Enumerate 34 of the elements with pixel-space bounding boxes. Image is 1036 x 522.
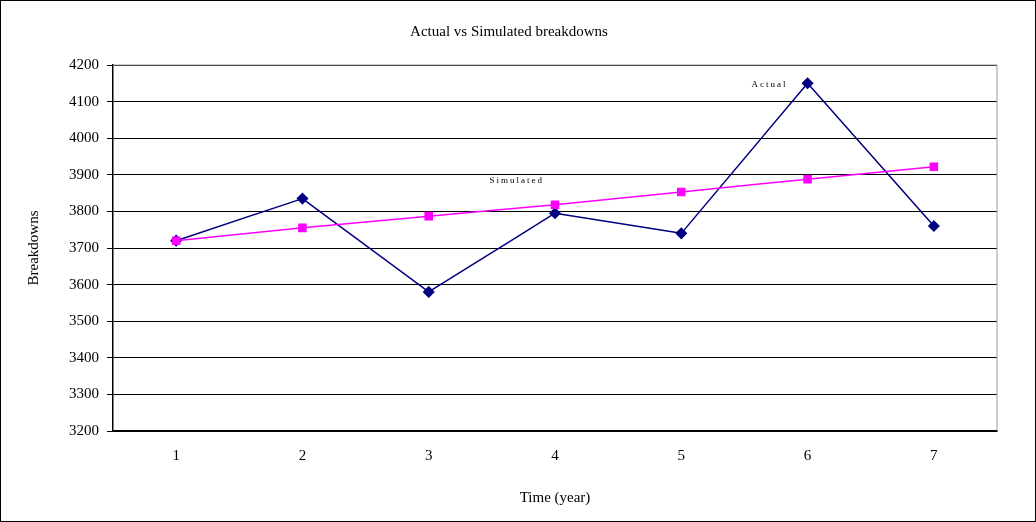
point [929, 162, 939, 172]
y-axis-title: Breakdowns [24, 210, 41, 286]
series-label: Actual [751, 79, 788, 90]
y-tick-label: 4100 [69, 92, 99, 109]
point [928, 220, 940, 232]
y-tick-label: 3700 [69, 238, 99, 255]
point [550, 200, 560, 210]
point [298, 223, 307, 233]
y-tick-label: 3300 [69, 385, 99, 402]
series-label: Simulated [489, 175, 545, 186]
y-tick-label: 3600 [69, 275, 99, 292]
y-tick-label: 3200 [69, 421, 99, 438]
y-tick-label: 3900 [69, 165, 99, 182]
x-axis-title: Time (year) [519, 488, 591, 506]
point [675, 227, 688, 240]
y-tick-label: 4000 [69, 129, 99, 146]
chart-title: Actual vs Simulated breakdowns [410, 22, 609, 39]
x-tick-label: 7 [930, 446, 939, 463]
point [801, 77, 814, 90]
y-tick-label: 3400 [69, 348, 99, 365]
point [424, 211, 433, 221]
point [677, 187, 686, 197]
y-tick-label: 4200 [69, 55, 99, 72]
point [803, 174, 812, 184]
x-tick-label: 1 [172, 446, 180, 463]
x-tick-label: 2 [298, 446, 307, 463]
point [296, 192, 309, 205]
point [422, 286, 435, 298]
y-tick-label: 3500 [69, 312, 99, 329]
x-tick-label: 5 [677, 446, 686, 463]
y-tick-label: 3800 [69, 202, 99, 219]
x-tick-label: 3 [424, 446, 433, 463]
x-tick-label: 6 [803, 446, 812, 463]
x-tick-label: 4 [551, 446, 560, 463]
